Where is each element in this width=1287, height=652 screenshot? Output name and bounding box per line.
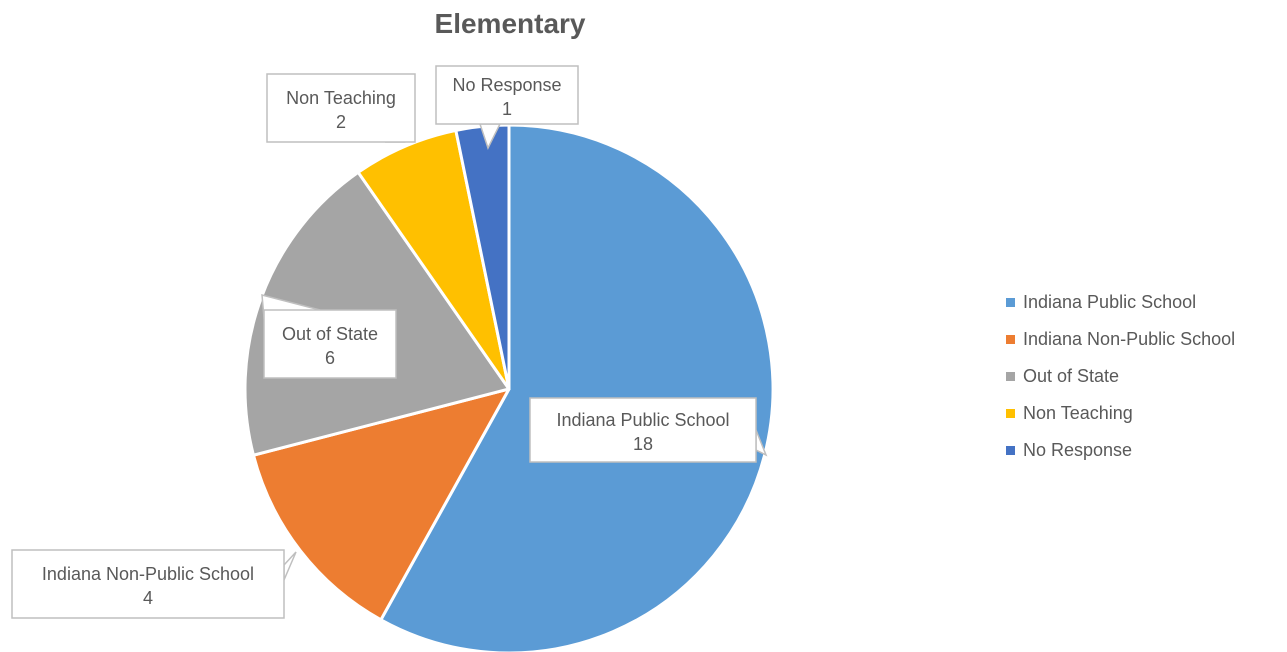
legend-item-non-teaching: Non Teaching: [1006, 395, 1235, 432]
data-label-box: [435, 65, 579, 125]
pie-slice-indiana-public-school: [379, 123, 775, 652]
legend-item-indiana-non-public-school: Indiana Non-Public School: [1006, 321, 1235, 358]
legend-swatch: [1006, 372, 1015, 381]
data-label-out-of-state: Out of State 6: [261, 294, 397, 379]
data-label-indiana-non-public-school: Indiana Non-Public School 4: [11, 549, 297, 619]
legend-label: No Response: [1023, 440, 1133, 460]
data-label-value: 1: [502, 99, 512, 119]
legend-swatch: [1006, 446, 1015, 455]
legend-item-no-response: No Response: [1006, 432, 1235, 469]
legend-swatch: [1006, 409, 1015, 418]
data-label-box: [11, 549, 285, 619]
legend-swatch: [1006, 335, 1015, 344]
pie-slice-indiana-non-public-school: [251, 387, 511, 622]
legend-label: Indiana Public School: [1023, 292, 1197, 312]
data-label-box: [263, 309, 397, 379]
data-label-value: 4: [143, 588, 153, 608]
data-label-category: No Response: [452, 75, 561, 95]
data-label-pointer: [283, 551, 297, 581]
data-label-category: Indiana Non-Public School: [42, 564, 254, 584]
legend-item-indiana-public-school: Indiana Public School: [1006, 284, 1235, 321]
chart-title: Elementary: [434, 8, 586, 39]
legend-label: Out of State: [1023, 366, 1120, 386]
data-label-category: Out of State: [282, 324, 378, 344]
data-label-value: 18: [633, 434, 653, 454]
data-label-indiana-public-school: Indiana Public School 18: [529, 397, 768, 463]
data-label-box: [266, 73, 416, 143]
data-label-value: 6: [325, 348, 335, 368]
data-label-value: 2: [336, 112, 346, 132]
legend-swatch: [1006, 298, 1015, 307]
legend-label: Non Teaching: [1023, 403, 1133, 423]
data-label-non-teaching: Non Teaching 2: [266, 73, 416, 143]
data-label-box: [529, 397, 757, 463]
chart-legend: Indiana Public School Indiana Non-Public …: [1006, 284, 1235, 469]
data-label-no-response: No Response 1: [435, 65, 579, 150]
data-label-category: Indiana Public School: [556, 410, 729, 430]
legend-label: Indiana Non-Public School: [1023, 329, 1236, 349]
legend-item-out-of-state: Out of State: [1006, 358, 1235, 395]
data-label-category: Non Teaching: [286, 88, 396, 108]
